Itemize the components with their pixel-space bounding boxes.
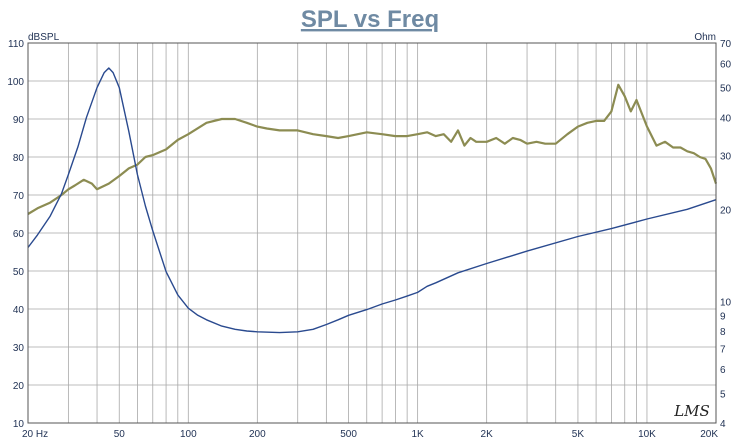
y-left-tick-label: 30: [13, 343, 25, 354]
x-tick-label: 50: [114, 429, 126, 440]
series-lines: [27, 67, 718, 334]
y-left-tick-label: 90: [13, 115, 25, 126]
y-left-tick-label: 50: [13, 267, 25, 278]
x-tick-label: 2K: [481, 429, 494, 440]
y-left-tick-label: 110: [8, 39, 24, 50]
x-tick-label: 500: [340, 429, 357, 440]
y-right-tick-label: 7: [720, 345, 726, 356]
y-right-tick-label: 5: [720, 389, 726, 400]
right-axis-label: Ohm: [694, 32, 716, 43]
plot-frame: [27, 42, 717, 424]
x-tick-label: 20 Hz: [22, 429, 48, 440]
y-right-tick-label: 4: [720, 419, 726, 430]
x-tick-label: 1K: [412, 429, 425, 440]
y-left-tick-label: 20: [13, 381, 25, 392]
spl-line: [27, 83, 718, 215]
y-right-tick-label: 20: [720, 205, 732, 216]
y-left-tick-label: 10: [13, 419, 25, 430]
y-left-tick-label: 80: [13, 153, 25, 164]
y-right-tick-label: 40: [720, 113, 732, 124]
y-right-tick-label: 9: [720, 311, 726, 322]
impedance-line: [27, 67, 717, 334]
x-tick-label: 10K: [638, 429, 656, 440]
y-right-tick-label: 30: [720, 151, 732, 162]
lms-watermark: LMS: [673, 402, 710, 420]
x-tick-label: 5K: [572, 429, 585, 440]
x-tick-label: 100: [180, 429, 197, 440]
y-left-tick-label: 70: [13, 191, 25, 202]
y-right-tick-label: 60: [720, 59, 732, 70]
y-left-tick-label: 40: [13, 305, 25, 316]
left-axis-label: dBSPL: [28, 32, 60, 43]
grid-lines: [28, 43, 716, 423]
y-right-tick-label: 70: [720, 39, 732, 50]
y-left-tick-label: 60: [13, 229, 25, 240]
y-right-tick-label: 6: [720, 365, 726, 376]
y-right-tick-label: 50: [720, 84, 732, 95]
x-tick-label: 200: [249, 429, 266, 440]
x-tick-label: 20K: [700, 429, 718, 440]
chart-title: SPL vs Freq: [301, 6, 439, 33]
y-left-tick-label: 100: [7, 77, 24, 88]
tick-labels: 20 Hz 50 100 200 500 1K 2K 5K 10K 20K 10 20 30 40 50 60…: [7, 39, 731, 440]
y-right-tick-label: 10: [720, 297, 732, 308]
y-right-tick-label: 8: [720, 327, 726, 338]
